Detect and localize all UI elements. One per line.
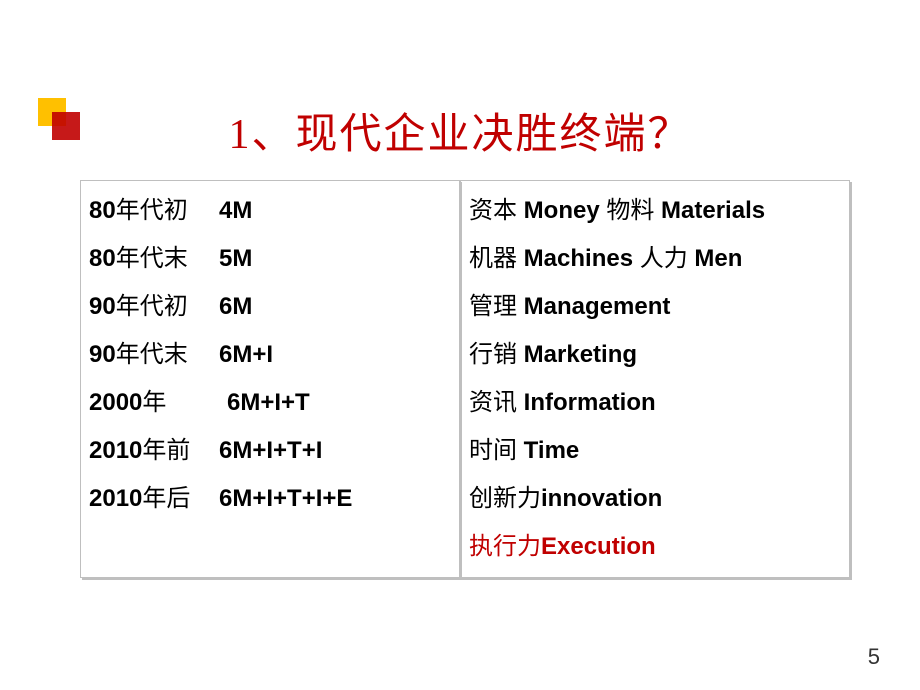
era-prefix: 90: [89, 341, 116, 368]
term-en: Machines: [524, 245, 633, 272]
term-en2: Materials: [661, 197, 765, 224]
era-prefix: 80: [89, 245, 116, 272]
era-prefix: 80: [89, 197, 116, 224]
era-code: 6M+I+T+I+E: [219, 485, 352, 512]
era-cn: 年代末: [116, 341, 188, 368]
right-row: 管理 Management: [469, 283, 841, 331]
era-label: 2010年后: [89, 475, 219, 523]
era-cn: 年代初: [116, 293, 188, 320]
slide-title: 1、现代企业决胜终端？: [0, 100, 920, 161]
term-en: Execution: [541, 533, 656, 560]
era-label: 90年代初: [89, 283, 219, 331]
era-cn: 年后: [142, 485, 190, 512]
term-cn: 创新力: [469, 485, 541, 512]
term-en: Time: [524, 437, 580, 464]
left-row: 90年代初6M: [89, 283, 451, 331]
right-row: 时间 Time: [469, 427, 841, 475]
era-code: 6M+I: [219, 341, 273, 368]
right-row: 创新力innovation: [469, 475, 841, 523]
era-prefix: 2000: [89, 389, 142, 416]
right-row: 执行力Execution: [469, 523, 841, 571]
term-cn: 资本: [469, 197, 517, 224]
term-cn: 行销: [469, 341, 517, 368]
right-row: 行销 Marketing: [469, 331, 841, 379]
term-cn: 时间: [469, 437, 517, 464]
term-cn2: 人力: [640, 245, 688, 272]
right-row: 资讯 Information: [469, 379, 841, 427]
term-cn: 资讯: [469, 389, 517, 416]
left-column: 80年代初4M80年代末5M90年代初6M90年代末6M+I2000年6M+I+…: [80, 180, 460, 578]
term-cn: 管理: [469, 293, 517, 320]
era-code: 5M: [219, 245, 252, 272]
term-cn2: 物料: [606, 197, 654, 224]
era-label: 80年代初: [89, 187, 219, 235]
content-area: 80年代初4M80年代末5M90年代初6M90年代末6M+I2000年6M+I+…: [80, 180, 850, 578]
right-row: 资本 Money 物料 Materials: [469, 187, 841, 235]
era-cn: 年代初: [116, 197, 188, 224]
era-code: 6M: [219, 293, 252, 320]
era-label: 2010年前: [89, 427, 219, 475]
era-cn: 年: [142, 389, 166, 416]
era-prefix: 2010: [89, 437, 142, 464]
right-row: 机器 Machines 人力 Men: [469, 235, 841, 283]
era-code: 4M: [219, 197, 252, 224]
term-en2: Men: [694, 245, 742, 272]
term-en: Money: [524, 197, 600, 224]
left-row: 2010年后6M+I+T+I+E: [89, 475, 451, 523]
term-en: Information: [524, 389, 656, 416]
era-cn: 年前: [142, 437, 190, 464]
era-label: 2000年: [89, 379, 227, 427]
left-row: 80年代末5M: [89, 235, 451, 283]
era-label: 80年代末: [89, 235, 219, 283]
era-code: 6M+I+T+I: [219, 437, 322, 464]
left-row: 2010年前6M+I+T+I: [89, 427, 451, 475]
term-en: Marketing: [524, 341, 637, 368]
era-code: 6M+I+T: [227, 389, 310, 416]
right-column: 资本 Money 物料 Materials机器 Machines 人力 Men管…: [460, 180, 850, 578]
term-cn: 执行力: [469, 533, 541, 560]
left-row: 90年代末6M+I: [89, 331, 451, 379]
era-prefix: 90: [89, 293, 116, 320]
era-label: 90年代末: [89, 331, 219, 379]
term-en: Management: [524, 293, 671, 320]
term-en: innovation: [541, 485, 662, 512]
era-prefix: 2010: [89, 485, 142, 512]
page-number: 5: [868, 644, 880, 670]
era-cn: 年代末: [116, 245, 188, 272]
left-row: 80年代初4M: [89, 187, 451, 235]
term-cn: 机器: [469, 245, 517, 272]
left-row: 2000年6M+I+T: [89, 379, 451, 427]
